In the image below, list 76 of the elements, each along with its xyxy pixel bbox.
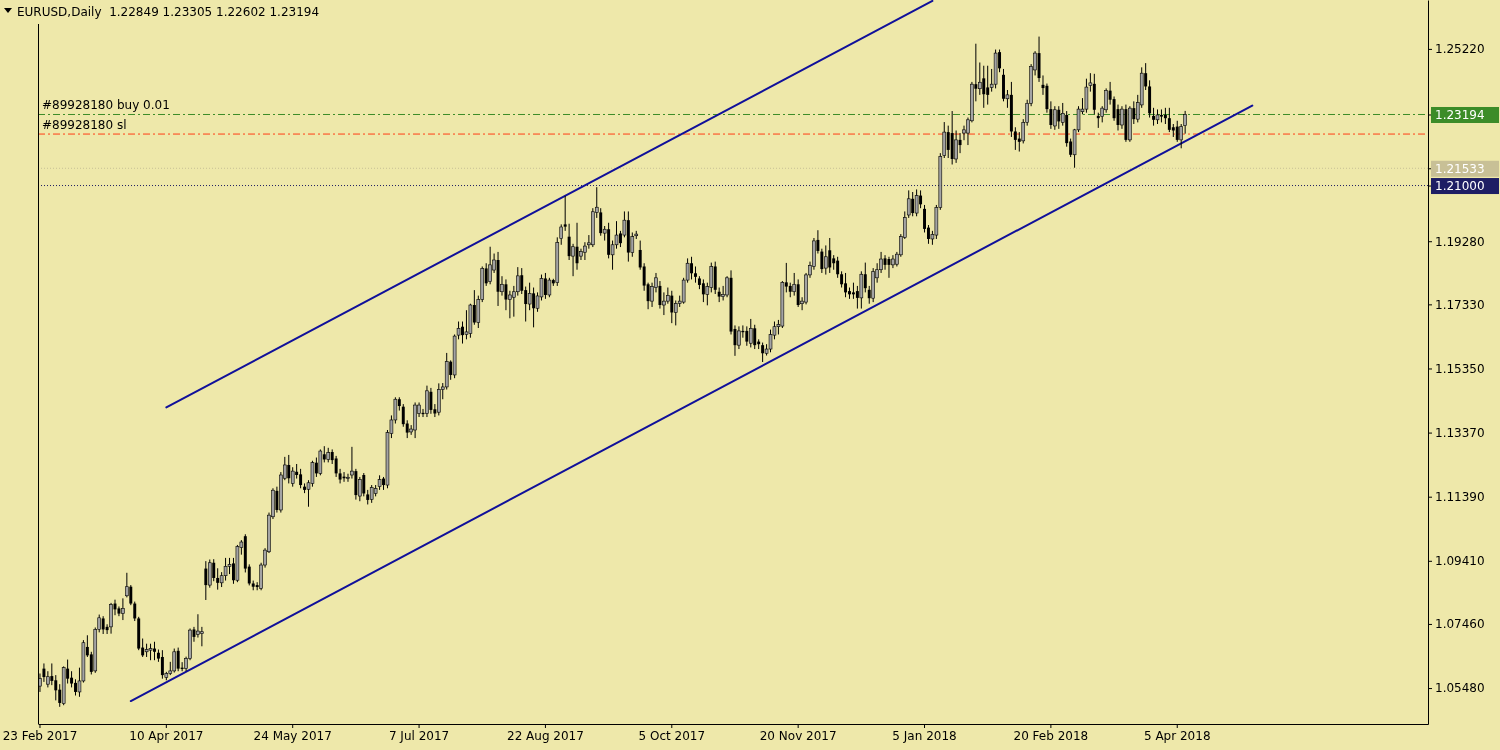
candlestick [129, 584, 133, 606]
x-tick-label: 22 Aug 2017 [506, 728, 584, 743]
x-tick-label: 5 Jan 2018 [892, 728, 957, 743]
x-tick-label: 20 Nov 2017 [759, 728, 837, 743]
y-tick-label: 1.25220 [1435, 42, 1485, 57]
candlestick [713, 261, 717, 295]
candlestick [836, 256, 840, 279]
candlestick [216, 567, 220, 591]
candlestick [160, 649, 164, 680]
candlestick [859, 270, 864, 310]
candlestick [982, 65, 986, 109]
candlestick [946, 125, 950, 159]
y-tick-label: 1.17330 [1435, 297, 1485, 312]
candlestick [176, 647, 180, 672]
y-tick-label: 1.21533 [1435, 161, 1485, 176]
candlestick [54, 674, 58, 701]
x-tick-label: 23 Feb 2017 [2, 728, 78, 743]
ref-line-label: #89928180 buy 0.01 [42, 98, 170, 113]
x-tick-label: 24 May 2017 [253, 728, 332, 743]
candlestick [50, 662, 54, 686]
y-tick-label: 1.21000 [1435, 178, 1485, 193]
candlestick [172, 648, 177, 674]
candlestick [670, 290, 674, 324]
candlestick [796, 278, 800, 308]
candlestick [599, 207, 603, 237]
y-tick-label: 1.15350 [1435, 361, 1485, 376]
candlestick [204, 560, 208, 601]
chart-title: EURUSD,Daily 1.22849 1.23305 1.22602 1.23194 [17, 5, 320, 19]
candlestick [437, 382, 441, 416]
candlestick [133, 601, 137, 622]
candlestick [1013, 126, 1017, 151]
y-tick-label: 1.09410 [1435, 554, 1485, 569]
candlestick [749, 318, 753, 348]
candlestick [401, 403, 405, 428]
x-tick-label: 5 Apr 2018 [1143, 728, 1211, 743]
candlestick [1175, 120, 1179, 143]
candlestick [828, 237, 832, 274]
candlestick [701, 278, 705, 303]
candlestick [318, 448, 323, 476]
candlestick [986, 65, 990, 106]
candlestick [1057, 105, 1061, 130]
candlestick [200, 626, 204, 647]
candlestick [109, 602, 113, 635]
candlestick [362, 472, 366, 497]
y-tick-label: 1.05480 [1435, 681, 1485, 696]
candlestick [425, 385, 429, 418]
candlestick [911, 191, 915, 217]
candlestick [1167, 107, 1171, 133]
candlestick [287, 454, 291, 484]
ref-line-label: #89928180 sl [42, 118, 127, 133]
x-tick-label: 7 Jul 2017 [388, 728, 450, 743]
candlestick [753, 324, 757, 350]
y-tick-label: 1.11390 [1435, 490, 1485, 505]
candlestick [208, 559, 212, 589]
candlestick [527, 282, 532, 311]
candlestick [745, 325, 749, 347]
candlestick [429, 387, 433, 415]
y-tick-label: 1.13370 [1435, 425, 1485, 440]
candlestick [914, 188, 919, 217]
x-tick-label: 10 Apr 2017 [129, 728, 204, 743]
y-tick-label: 1.07460 [1435, 617, 1485, 632]
candlestick [1053, 105, 1057, 131]
candlestick [761, 342, 765, 363]
candlestick [516, 266, 520, 297]
candlestick [488, 246, 492, 285]
y-tick-label: 1.19280 [1435, 234, 1485, 249]
candlestick [673, 299, 678, 326]
candlestick [212, 558, 216, 582]
candlestick [121, 597, 125, 621]
x-tick-label: 5 Oct 2017 [638, 728, 706, 743]
candlestick [504, 278, 508, 311]
candlestick [290, 466, 295, 488]
candlestick [532, 287, 536, 328]
x-tick-label: 20 Feb 2018 [1013, 728, 1089, 743]
candlestick [299, 468, 303, 489]
y-tick-label: 1.23194 [1435, 107, 1485, 122]
